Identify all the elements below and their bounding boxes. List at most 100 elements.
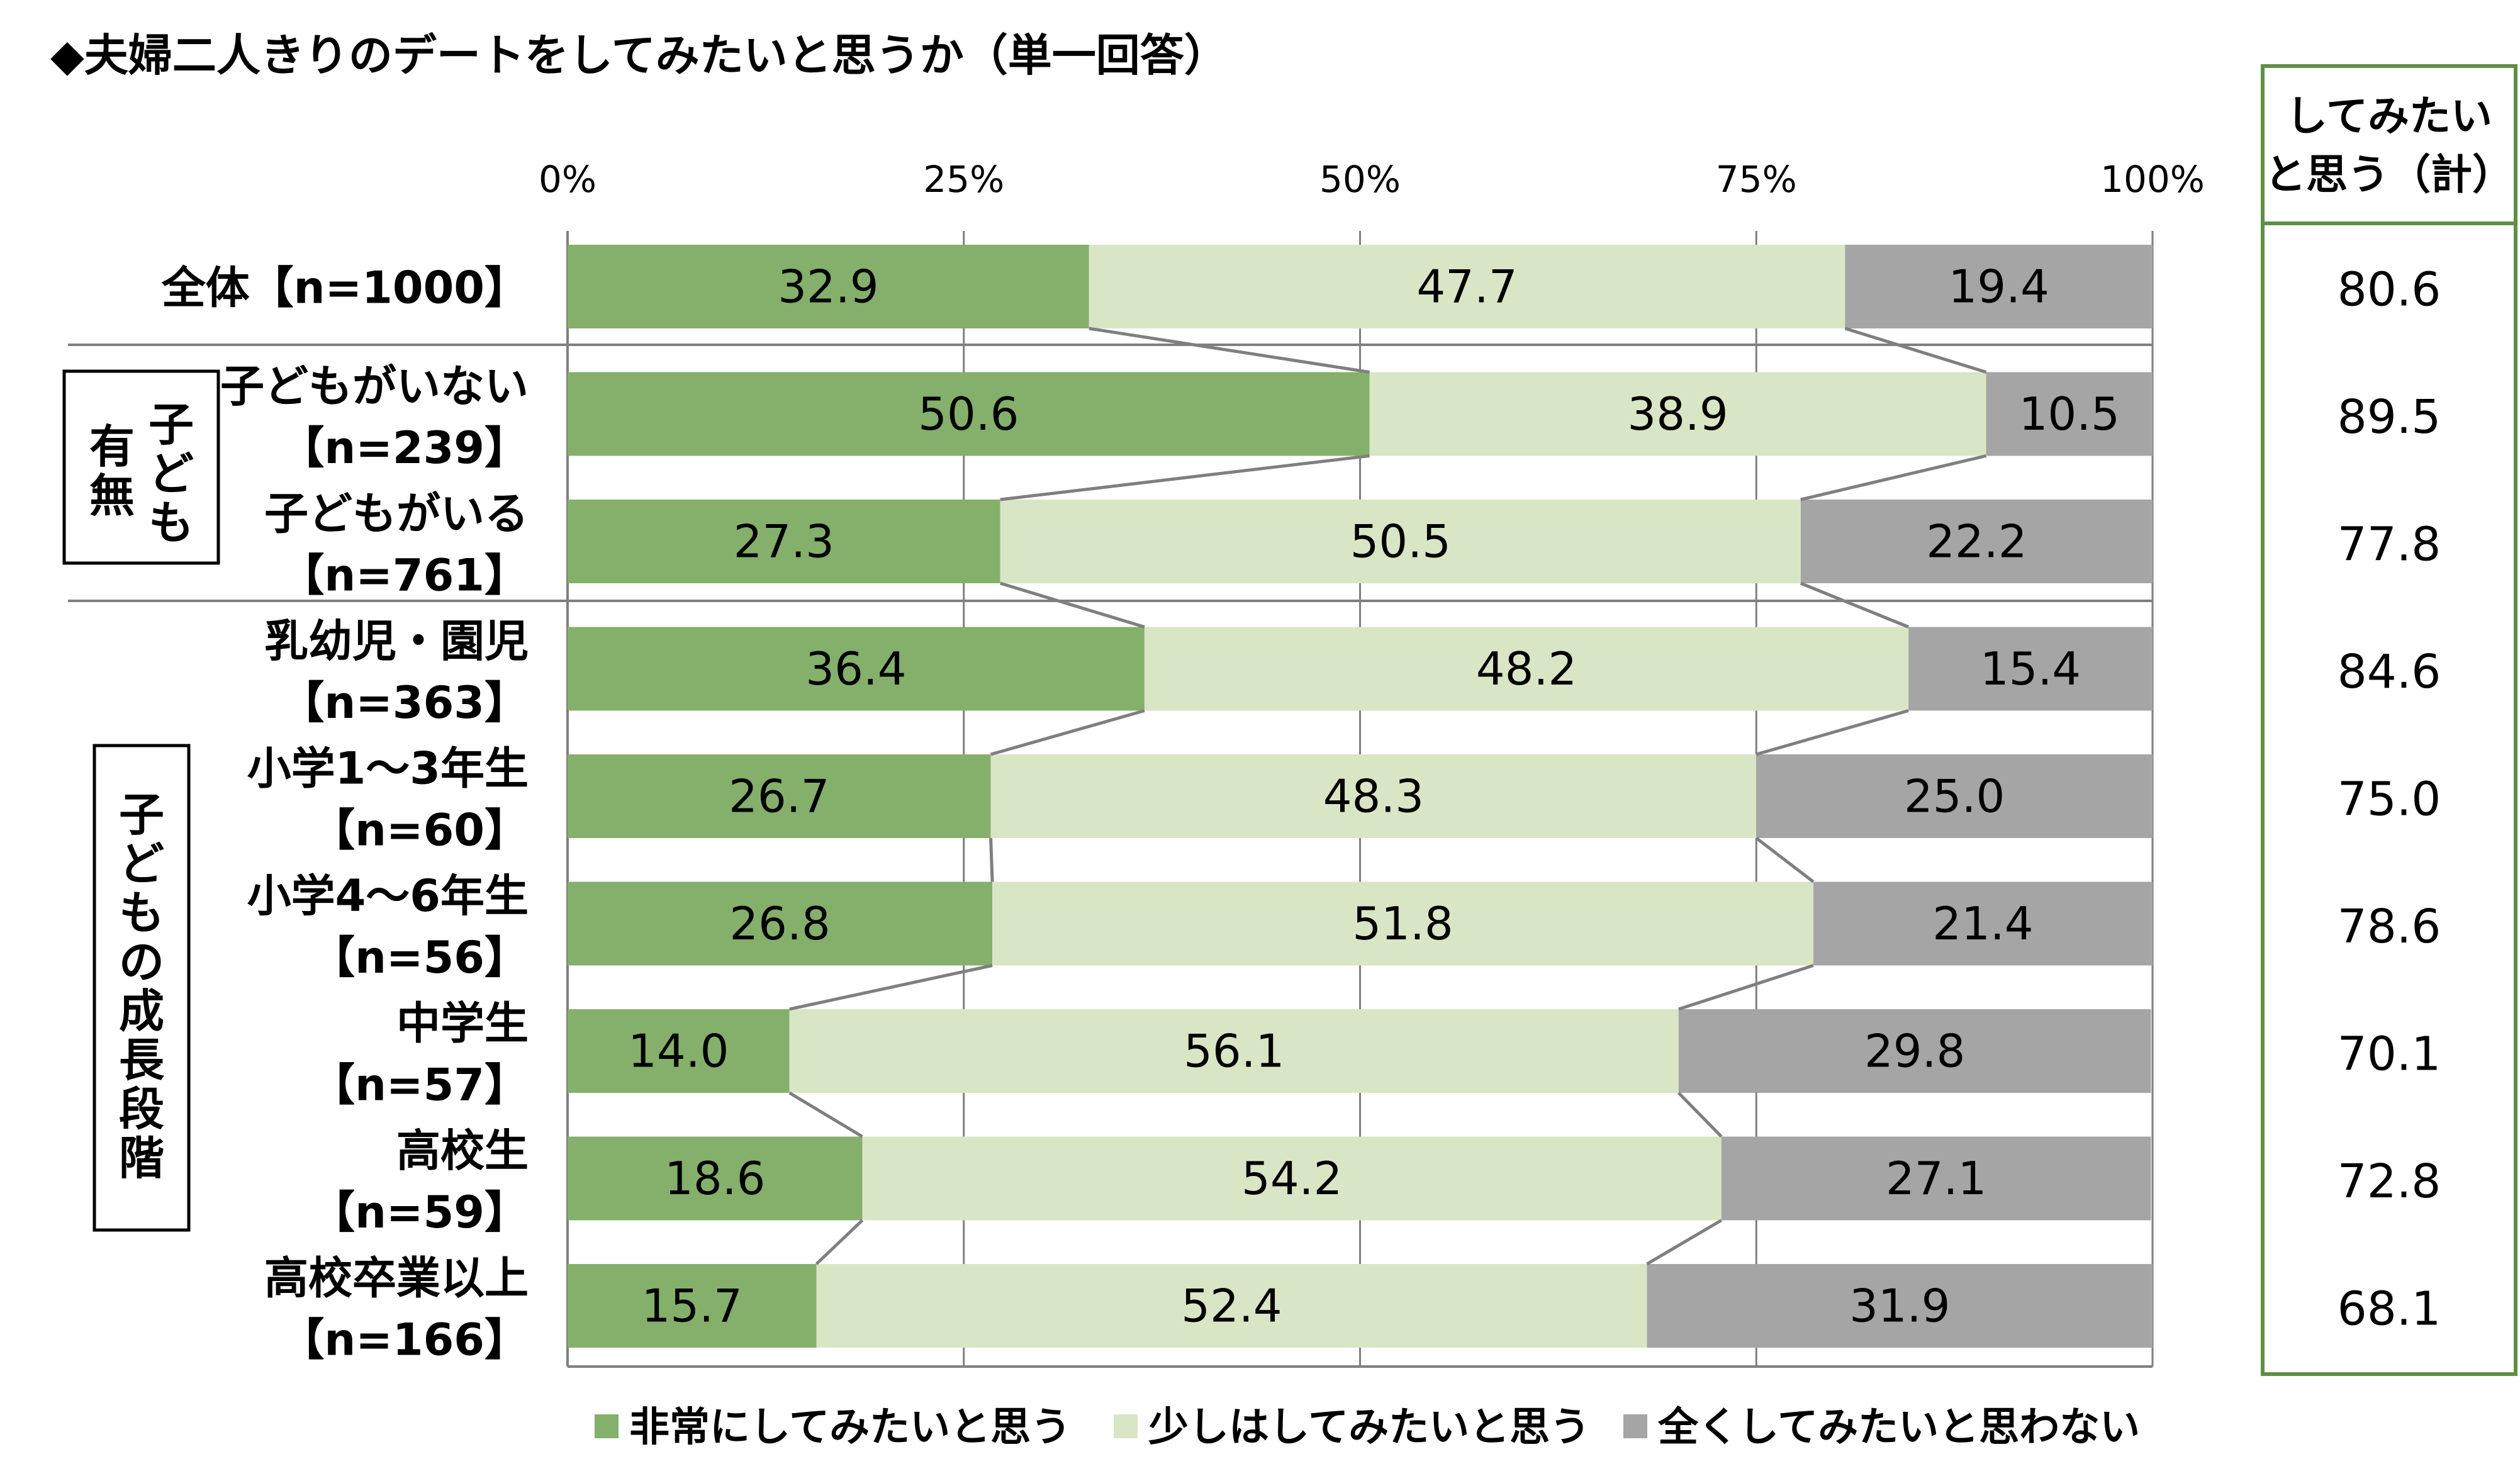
summary-value: 75.0 (2338, 773, 2441, 827)
category-label-n: 【n=239】 (280, 422, 529, 474)
legend-label: 少しはしてみたいと思う (1148, 1404, 1590, 1451)
category-label: 高校生 (396, 1125, 529, 1177)
bar-segment (1000, 500, 1801, 583)
data-label: 18.6 (664, 1152, 765, 1205)
group-label-stage-char: ど (119, 837, 164, 890)
summary-header: と思う（計） (2265, 150, 2514, 199)
group-label-stage-char: 長 (119, 1034, 165, 1087)
connector-line (1646, 1219, 1723, 1266)
bar-segment (1756, 754, 2153, 838)
group-label-children-char: も (148, 496, 194, 549)
category-label-n: 【n=57】 (311, 1060, 529, 1111)
data-label: 21.4 (1932, 897, 2033, 950)
data-label: 38.9 (1627, 388, 1728, 440)
x-tick-label: 0% (539, 158, 596, 201)
category-label: 中学生 (396, 998, 529, 1049)
connector-line (1755, 837, 1815, 883)
bar-segment (1986, 372, 2153, 456)
bar-segment (568, 1009, 790, 1093)
connector-line (788, 1091, 863, 1138)
bar-segment (568, 627, 1145, 711)
group-label-children-char: 有 (89, 420, 135, 473)
bar-segment (1369, 372, 1986, 456)
bar-segment (1144, 627, 1909, 711)
category-label-n: 【n=60】 (311, 805, 529, 856)
group-label-stage-char: 成 (119, 985, 164, 1038)
group-label-children-char: ど (148, 447, 194, 500)
summary-column-border (2261, 64, 2517, 1376)
connector-line (1677, 1092, 1723, 1138)
data-label: 27.1 (1886, 1152, 1986, 1205)
data-label: 19.4 (1949, 260, 2049, 313)
bar-segment (568, 1264, 817, 1348)
connector-line (789, 964, 993, 1011)
bar-segment (789, 1009, 1679, 1093)
legend-label: 全くしてみたいと思わない (1657, 1404, 2140, 1451)
data-label: 31.9 (1849, 1280, 1950, 1333)
data-label: 47.7 (1416, 260, 1517, 313)
data-label: 26.8 (729, 897, 830, 950)
category-label-n: 【n=761】 (280, 550, 529, 601)
bar-segment (568, 881, 993, 966)
summary-value: 78.6 (2338, 900, 2441, 954)
group-label-children-char: 子 (148, 398, 194, 451)
bar-segment (1721, 1136, 2151, 1221)
category-label-n: 【n=363】 (280, 677, 529, 729)
category-label-n: 【n=59】 (311, 1187, 529, 1238)
connector-line (1756, 709, 1909, 756)
connector-line (815, 1219, 864, 1265)
data-label: 26.7 (729, 770, 829, 823)
group-label-children-box (62, 369, 220, 565)
group-label-stage-char: 段 (119, 1083, 164, 1136)
summary-value: 80.6 (2338, 263, 2441, 317)
data-label: 27.3 (734, 515, 834, 568)
connector-line (999, 581, 1145, 629)
connector-line (1089, 327, 1370, 374)
data-label: 15.4 (1980, 642, 2081, 695)
group-label-stage-char: 子 (119, 788, 164, 841)
chart-title: ◆夫婦二人きりのデートをしてみたいと思うか（単一回答） (50, 30, 1228, 81)
summary-value: 72.8 (2338, 1155, 2441, 1209)
x-tick-label: 100% (2100, 158, 2205, 201)
data-label: 14.0 (628, 1025, 729, 1078)
bar-segment (862, 1136, 1722, 1221)
data-label: 36.4 (805, 642, 906, 695)
summary-value: 68.1 (2338, 1282, 2441, 1336)
bar-segment (1800, 500, 2153, 583)
group-label-stage-char: 階 (119, 1132, 164, 1185)
summary-value: 70.1 (2338, 1027, 2441, 1082)
summary-value: 77.8 (2338, 518, 2441, 572)
bar-segment (992, 881, 1813, 966)
data-label: 52.4 (1181, 1280, 1282, 1333)
data-label: 48.2 (1476, 642, 1577, 695)
data-label: 50.5 (1350, 515, 1451, 568)
category-label: 全体【n=1000】 (161, 262, 529, 314)
data-label: 56.1 (1184, 1025, 1284, 1078)
data-label: 50.6 (918, 388, 1019, 440)
bar-segment (990, 754, 1757, 838)
bar-segment (1845, 245, 2153, 328)
data-label: 51.8 (1352, 897, 1453, 950)
connector-line (1000, 454, 1370, 501)
category-label: 小学4～6年生 (247, 870, 529, 922)
bar-segment (1089, 245, 1845, 328)
summary-value: 89.5 (2338, 390, 2441, 444)
group-label-stage-box (92, 744, 191, 1232)
category-label-n: 【n=56】 (311, 932, 529, 983)
x-tick-label: 25% (923, 158, 1004, 201)
data-label: 32.9 (778, 260, 878, 313)
data-label: 25.0 (1904, 770, 2005, 823)
group-label-stage-char: の (119, 936, 164, 988)
category-label-n: 【n=166】 (280, 1314, 529, 1366)
connector-line (990, 709, 1145, 756)
legend-swatch (1623, 1414, 1647, 1438)
bar-segment (1678, 1009, 2151, 1093)
bar-segment (568, 372, 1370, 456)
data-label: 15.7 (642, 1280, 742, 1333)
group-label-stage-char: も (119, 887, 164, 939)
legend-swatch (1114, 1414, 1138, 1438)
category-label: 子どもがいる (264, 488, 529, 540)
bar-segment (568, 500, 1000, 583)
